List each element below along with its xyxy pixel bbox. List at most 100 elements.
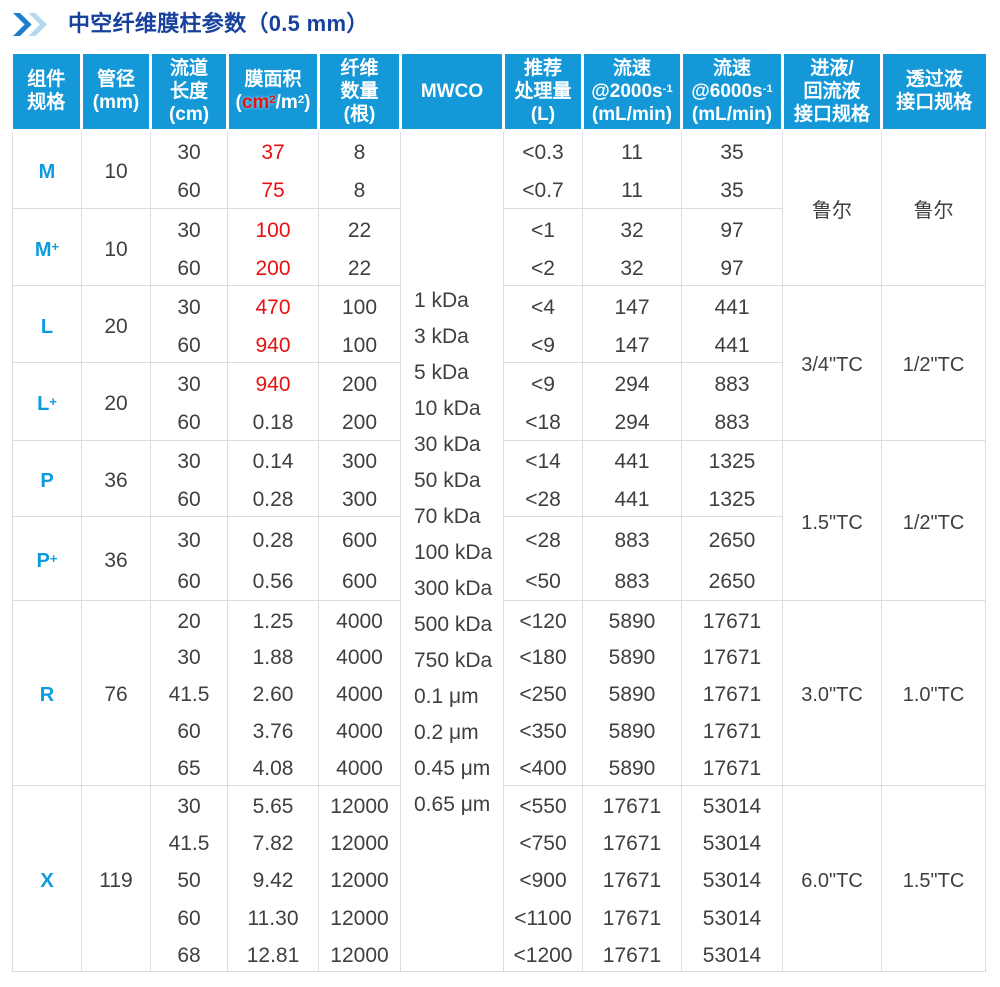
cell-fibers: 12000 [318,822,401,860]
cell-flow2000: 5890 [582,637,682,674]
cell-fibers-value: 100 [341,295,378,319]
cell-volume-value: <28 [525,528,561,552]
cell-flow6000-value: 883 [714,373,750,396]
header-text: 透过液 [905,69,963,91]
cell-flow2000-value: 5890 [608,720,656,744]
mwco-item: 0.45 μm [414,757,491,781]
cell-volume: <9 [503,362,583,402]
column-header-flow6000: 流速 @6000s-1 (mL/min) [681,54,784,132]
cell-flow2000: 17671 [582,934,682,972]
component-name: P [40,470,54,493]
cell-area: 12.81 [227,934,319,972]
header-text: 长度 [169,80,208,102]
header-line: 膜面积 [229,68,317,91]
component-plus: + [49,550,58,566]
cell-length: 60 [150,897,228,935]
cell-area-value: 940 [255,373,291,396]
mwco-item: 750 kDa [414,649,493,673]
cell-flow6000: 53014 [681,784,783,823]
cell-flow2000: 11 [582,169,682,208]
cell-length: 41.5 [150,822,228,860]
cell-flow6000: 97 [681,246,783,286]
cell-area: 4.08 [227,748,319,785]
header-line: 进液/ [784,57,880,80]
cell-length: 30 [150,637,228,674]
cell-component: R [12,599,82,785]
cell-length-value: 41.5 [168,683,210,707]
cell-flow2000: 17671 [582,784,682,823]
cell-volume: <0.7 [503,169,583,208]
table-row: 60 940 100 <9 147 441 [13,324,986,363]
cell-area: 1.88 [227,637,319,674]
header-line: 规格 [13,91,81,114]
page-title: 中空纤维膜柱参数（0.5 mm） [68,11,369,36]
cell-area: 3.76 [227,711,319,748]
cell-length: 41.5 [150,674,228,711]
table-row: 60 0.28 300 <28 441 1325 [13,478,986,517]
cell-flow6000-value: 441 [714,333,750,357]
component-name: L [37,393,50,416]
cell-flow6000-value: 2650 [708,528,756,552]
cell-flow6000: 53014 [681,822,783,860]
cell-inlet-port-value: 3/4"TC [801,354,863,377]
cell-volume-value: <18 [525,411,561,435]
cell-flow6000-value: 17671 [702,683,762,707]
cell-component: M [12,130,82,208]
header-text: 规格 [27,92,66,114]
mwco-item: 0.2 μm [414,721,479,745]
cell-area-value: 2.60 [252,683,294,707]
mwco-item: 300 kDa [414,577,493,601]
cell-area-value: 1.88 [252,646,294,670]
cell-volume-value: <350 [519,720,567,744]
cell-flow6000: 17671 [681,674,783,711]
column-header-permeate_port: 透过液 接口规格 [881,54,986,132]
cell-volume: <2 [503,246,583,286]
cell-volume: <750 [503,822,583,860]
component-label: P [40,470,53,492]
cell-volume-value: <50 [525,569,561,593]
cell-flow2000: 441 [582,439,682,479]
header-text: @6000s [691,80,763,102]
component-label: L [41,316,53,338]
cell-diameter: 36 [81,439,151,517]
cell-diameter: 76 [81,599,151,785]
cell-volume: <4 [503,285,583,324]
cell-volume-value: <400 [519,757,567,781]
cell-volume-value: <0.3 [522,141,564,165]
cell-permeate-port: 1.5"TC [881,784,986,972]
mwco-item: 500 kDa [414,613,493,637]
cell-flow2000: 17671 [582,859,682,898]
header-text: @2000s [591,80,663,102]
cell-flow2000-value: 32 [620,256,644,280]
cell-fibers-value: 4000 [336,720,383,744]
cell-area-value: 9.42 [252,869,294,893]
cell-flow6000: 53014 [681,859,783,898]
cell-inlet-port-value: 鲁尔 [812,199,852,222]
column-header-mwco: MWCO [400,54,505,132]
spec-table: 组件 规格 管径 (mm) 流道 长度 (cm) 膜面积 (cm2/m2) 纤维 数量 (根) MWCO… [12,54,986,973]
cell-flow2000-value: 294 [614,373,650,396]
cell-volume: <50 [503,558,583,600]
cell-flow2000-value: 5890 [608,757,656,781]
table-row: X 119 30 5.65 12000 <550 17671 53014 6.0"TC 1.5"T… [12,784,986,972]
cell-flow2000: 5890 [582,674,682,711]
mwco-item: 50 kDa [414,469,481,493]
cell-length-value: 60 [177,179,201,203]
cell-length-value: 60 [177,488,201,511]
cell-flow2000: 883 [582,558,682,600]
cell-fibers-value: 12000 [330,794,389,818]
cell-volume-value: <250 [519,683,567,707]
cell-diameter: 20 [81,362,151,440]
cell-fibers-value: 600 [341,569,378,593]
component-name: X [40,870,54,893]
cell-diameter: 10 [81,130,151,208]
cell-area-value: 0.28 [252,488,294,511]
cell-mwco: 1 kDa 3 kDa 5 kDa 10 kDa 30 kDa 50 kDa 70 kDa 1… [400,130,504,972]
header-text: (L) [530,103,556,125]
cell-fibers: 4000 [318,748,401,785]
header-text: (mL/min) [591,103,673,125]
cell-permeate-port: 1/2"TC [881,439,986,600]
cell-fibers: 4000 [318,599,401,637]
cell-flow6000-value: 53014 [702,906,762,930]
header-text: 组件 [27,69,66,91]
